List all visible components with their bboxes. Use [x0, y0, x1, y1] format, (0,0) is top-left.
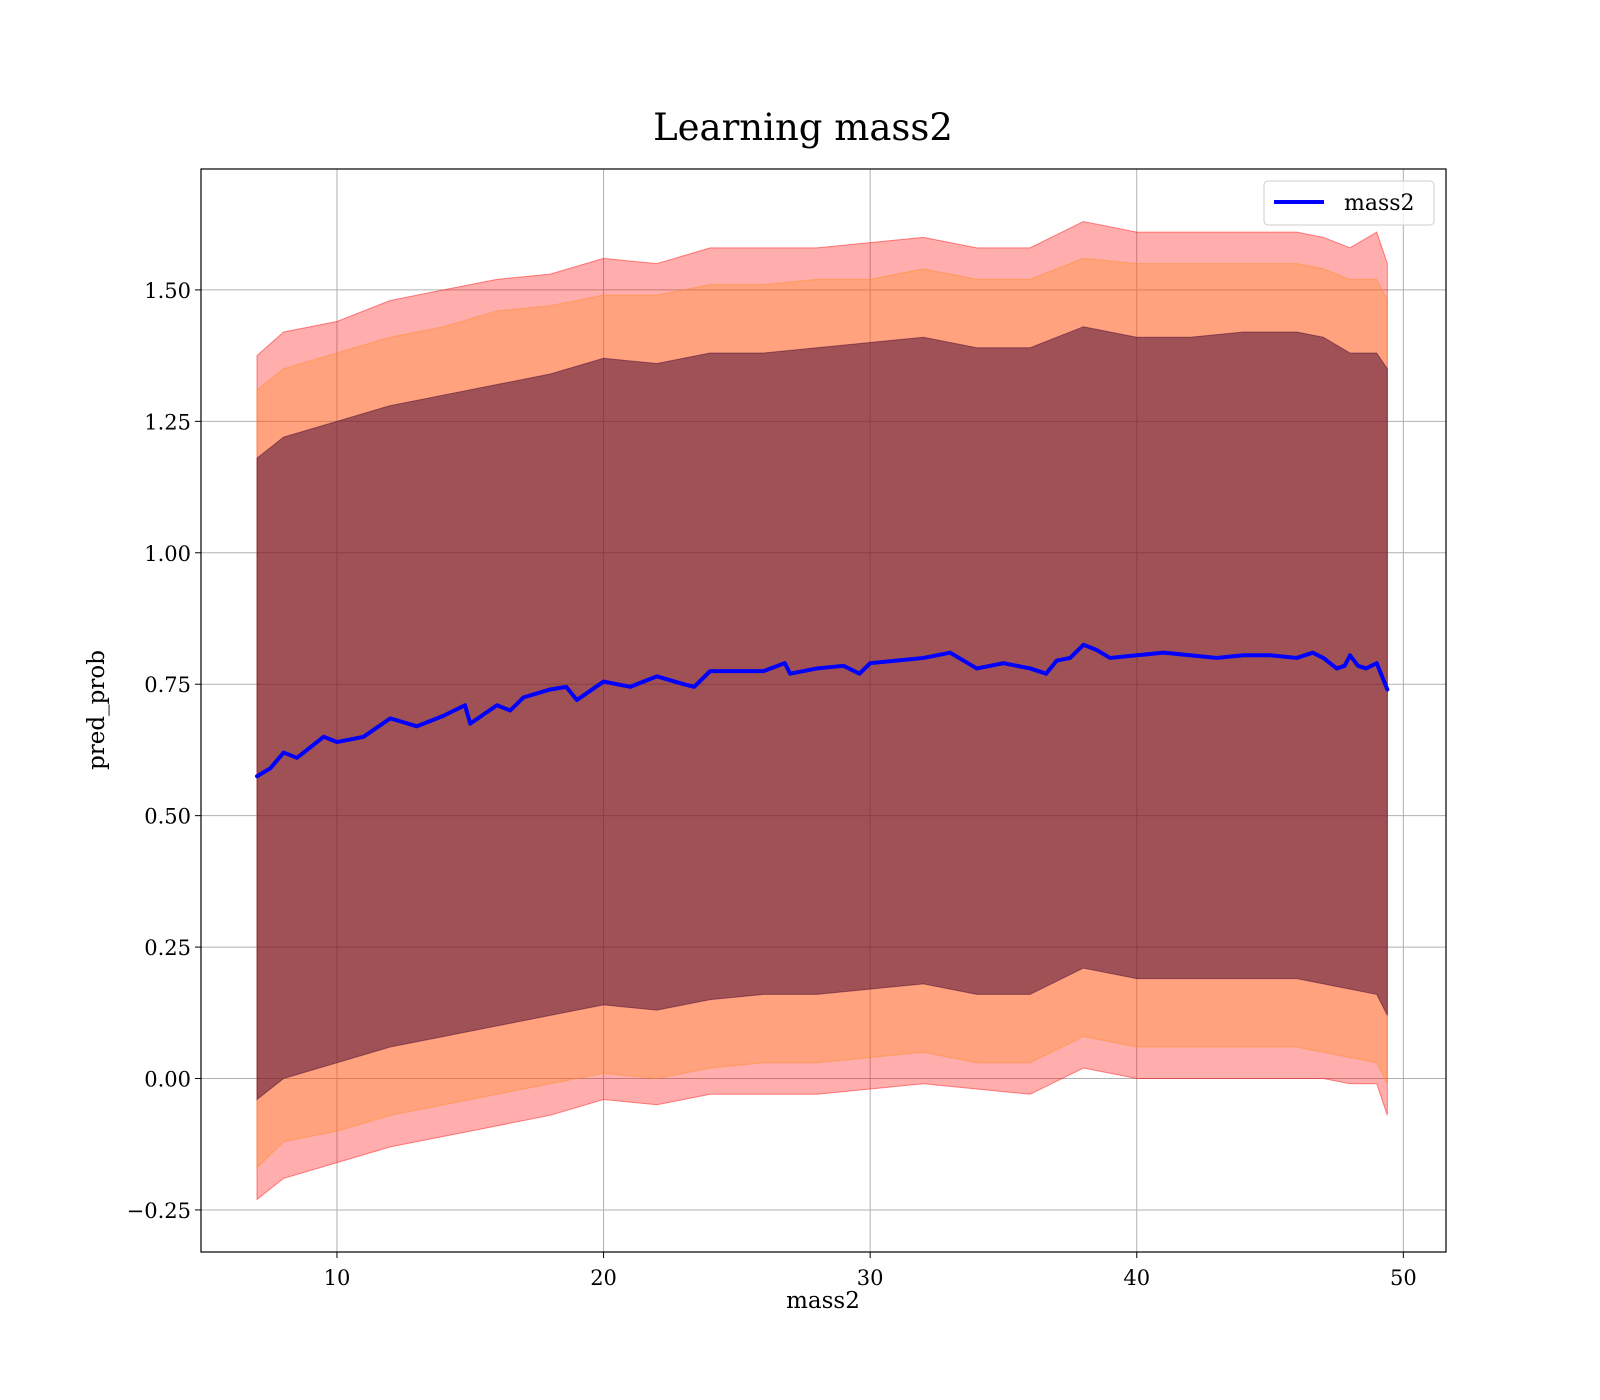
chart-title: Learning mass2 — [653, 106, 953, 149]
y-tick-label-1: 0.00 — [144, 1068, 191, 1092]
confidence-bands — [256, 221, 1388, 1201]
legend-box — [1263, 180, 1435, 226]
series-line-mass2 — [254, 642, 1390, 779]
y-tick-label-7: 1.50 — [144, 279, 191, 303]
x-tick-label-40: 40 — [1123, 1266, 1150, 1290]
x-tick-label-20: 20 — [590, 1266, 617, 1290]
y-tick-label-0: −0.25 — [127, 1199, 191, 1223]
plot-frame — [200, 168, 1447, 1253]
y-tick-label-2: 0.25 — [144, 936, 191, 960]
x-axis-label: mass2 — [786, 1288, 860, 1314]
y-tick-label-3: 0.50 — [144, 805, 191, 829]
y-tick-label-5: 1.00 — [144, 542, 191, 566]
x-tick-label-10: 10 — [324, 1266, 351, 1290]
legend-label-mass2: mass2 — [1344, 191, 1415, 216]
legend: mass2 — [1263, 180, 1435, 226]
x-tick-label-50: 50 — [1390, 1266, 1417, 1290]
y-tick-label-4: 0.75 — [144, 673, 191, 697]
y-tick-label-6: 1.25 — [144, 410, 191, 434]
axis-ticks: 10 20 30 40 50 −0.25 0.00 0.25 0.50 0.75 1.00 1.25 1… — [127, 279, 1417, 1290]
x-tick-label-30: 30 — [857, 1266, 884, 1290]
confidence-band-3 — [256, 326, 1388, 1101]
y-axis-label: pred_prob — [84, 650, 110, 770]
series-lines — [254, 642, 1390, 779]
